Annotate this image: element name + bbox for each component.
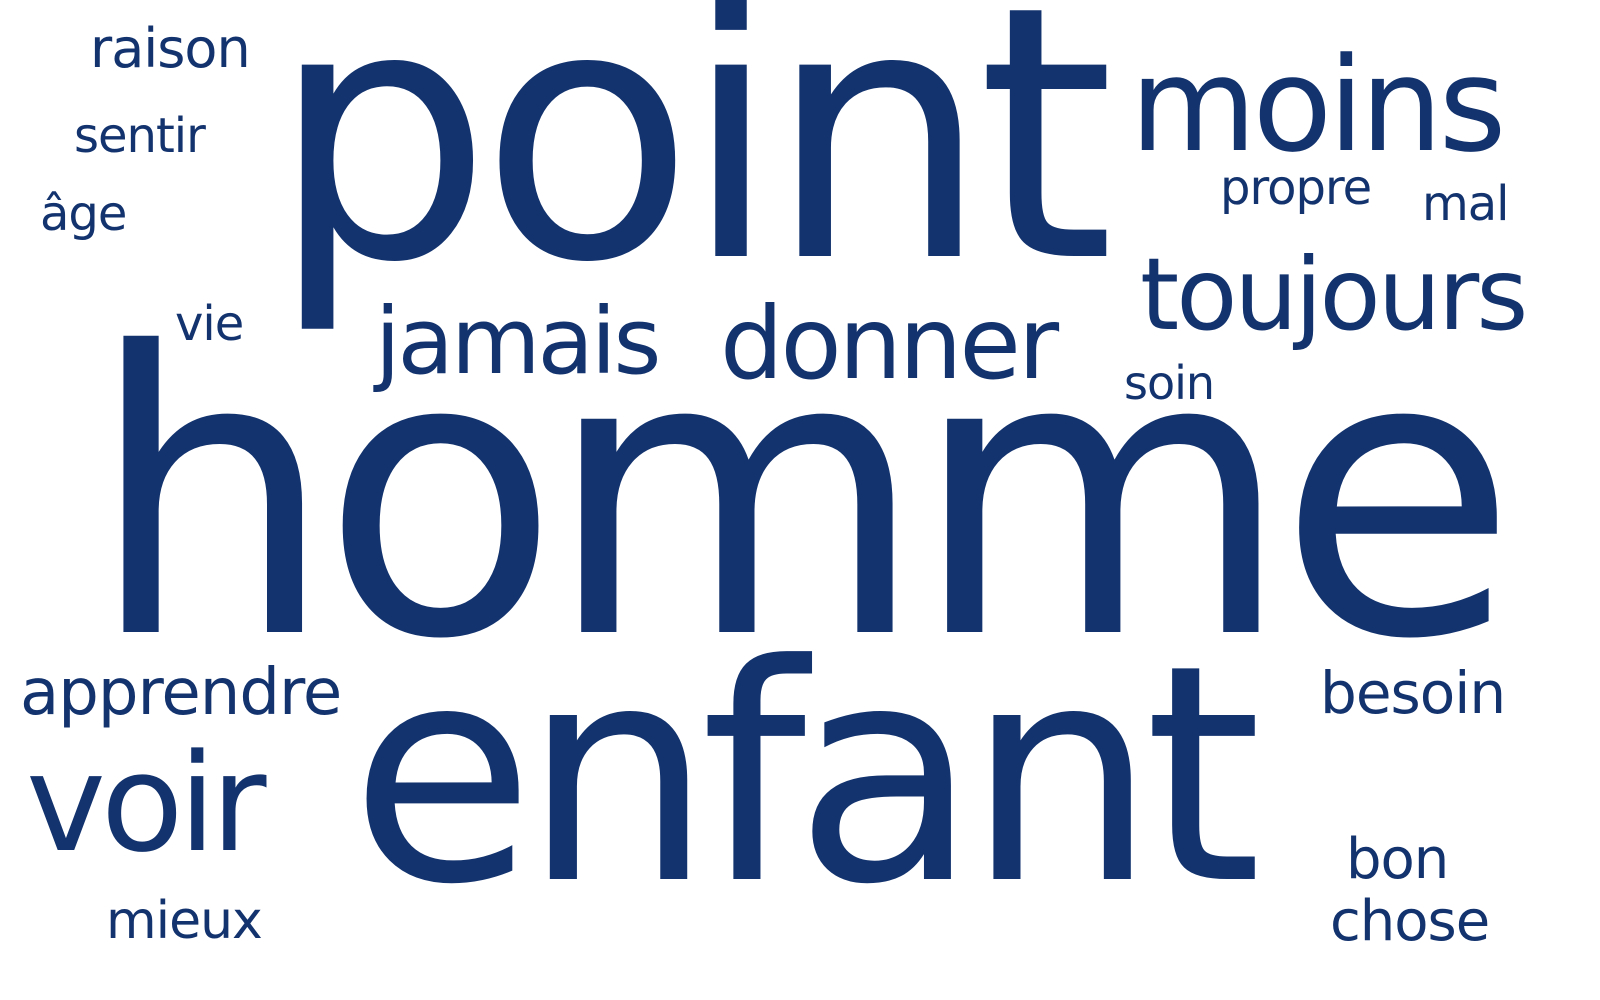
word-toujours: toujours — [1140, 236, 1528, 353]
word-voir: voir — [26, 725, 266, 882]
word-apprendre: apprendre — [20, 656, 342, 730]
word-jamais: jamais — [375, 288, 661, 395]
word-soin: soin — [1124, 356, 1215, 410]
word-mieux: mieux — [106, 891, 263, 951]
word-propre: propre — [1220, 160, 1372, 216]
word-donner: donner — [720, 285, 1059, 402]
word-age: âge — [40, 186, 127, 242]
word-besoin: besoin — [1320, 659, 1506, 727]
word-raison: raison — [90, 17, 251, 80]
word-vie: vie — [175, 296, 244, 352]
word-enfant: enfant — [350, 601, 1262, 950]
word-mal: mal — [1422, 176, 1510, 232]
word-point: point — [270, 0, 1115, 339]
word-bon: bon — [1346, 827, 1449, 892]
word-sentir: sentir — [74, 108, 206, 164]
word-homme: homme — [88, 270, 1518, 724]
word-moins: moins — [1130, 29, 1506, 181]
word-chose: chose — [1330, 889, 1490, 954]
